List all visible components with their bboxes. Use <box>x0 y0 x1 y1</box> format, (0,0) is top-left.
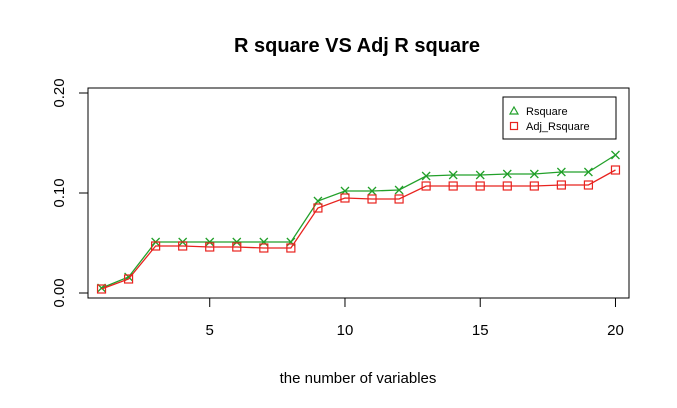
data-point-rsquare <box>583 167 593 177</box>
data-point-adj-rsquare <box>232 242 242 252</box>
data-point-rsquare <box>421 171 431 181</box>
x-tick-label: 15 <box>472 322 489 339</box>
x-tick-label: 10 <box>337 322 354 339</box>
data-point-adj-rsquare <box>151 241 161 251</box>
data-point-adj-rsquare <box>475 181 485 191</box>
y-tick-label: 0.20 <box>51 78 68 107</box>
data-point-rsquare <box>502 169 512 179</box>
data-point-adj-rsquare <box>178 241 188 251</box>
chart-title: R square VS Adj R square <box>234 35 480 57</box>
data-point-adj-rsquare <box>448 181 458 191</box>
data-point-rsquare <box>259 237 269 247</box>
x-tick-label: 5 <box>206 322 214 339</box>
data-point-rsquare <box>367 186 377 196</box>
data-point-adj-rsquare <box>259 243 269 253</box>
data-point-adj-rsquare <box>205 242 215 252</box>
data-point-adj-rsquare <box>421 181 431 191</box>
data-point-rsquare <box>556 167 566 177</box>
legend-label: Adj_Rsquare <box>526 121 590 133</box>
legend-marker <box>509 121 519 131</box>
y-tick-label: 0.00 <box>51 278 68 307</box>
data-point-adj-rsquare <box>556 180 566 190</box>
series-layer <box>96 150 621 294</box>
data-point-rsquare <box>394 185 404 195</box>
y-tick-label: 0.10 <box>51 178 68 207</box>
data-point-adj-rsquare <box>583 180 594 190</box>
legend: Rsquare Adj_Rsquare <box>502 96 617 140</box>
data-point-adj-rsquare <box>367 194 377 204</box>
x-axis-label: the number of variables <box>280 370 437 387</box>
data-point-adj-rsquare <box>286 243 296 253</box>
x-axis: 5 10 15 20 <box>206 297 624 339</box>
legend-marker <box>508 105 520 115</box>
data-point-rsquare <box>529 169 539 179</box>
x-tick-label: 20 <box>607 322 624 339</box>
data-point-adj-rsquare <box>313 203 323 213</box>
data-point-adj-rsquare <box>394 194 404 204</box>
y-axis: 0.00 0.10 0.20 <box>51 78 89 308</box>
data-point-rsquare <box>205 237 215 247</box>
legend-label: Rsquare <box>526 106 568 118</box>
data-point-adj-rsquare <box>96 284 107 294</box>
data-point-adj-rsquare <box>610 165 621 175</box>
legend-box <box>502 96 617 140</box>
data-point-rsquare <box>475 170 485 180</box>
data-point-adj-rsquare <box>123 274 134 284</box>
data-point-rsquare <box>611 150 620 160</box>
data-point-adj-rsquare <box>529 181 539 191</box>
data-point-adj-rsquare <box>502 181 512 191</box>
data-point-rsquare <box>232 237 242 247</box>
data-point-adj-rsquare <box>340 193 350 203</box>
data-point-rsquare <box>448 170 458 180</box>
